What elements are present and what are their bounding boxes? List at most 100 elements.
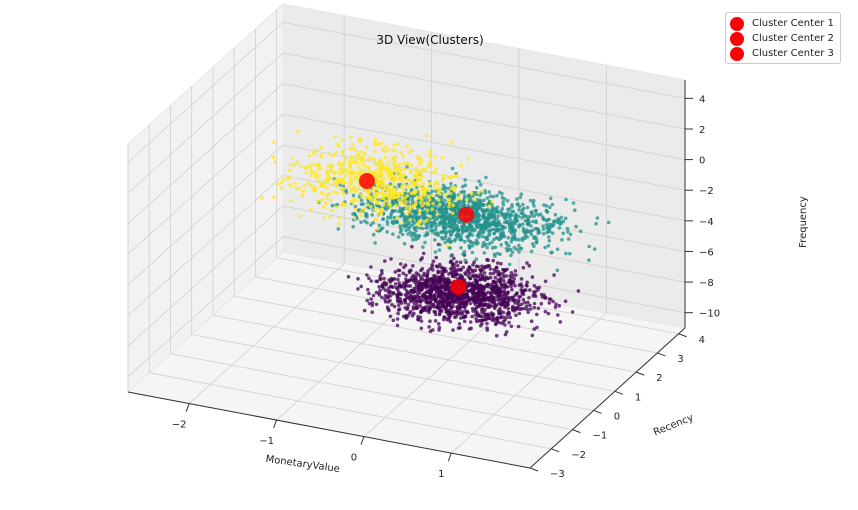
data-point <box>378 172 382 176</box>
data-point <box>462 200 467 204</box>
data-point <box>483 208 487 213</box>
data-point <box>448 224 452 229</box>
data-point <box>315 163 320 168</box>
data-point <box>435 212 439 217</box>
data-point <box>359 214 364 218</box>
data-point <box>430 193 435 197</box>
data-point <box>396 311 400 316</box>
data-point <box>528 307 533 311</box>
data-point <box>565 226 570 231</box>
data-point <box>488 295 493 299</box>
data-point <box>391 156 395 160</box>
z-grid-back <box>282 83 686 160</box>
data-point <box>516 300 521 304</box>
data-point <box>440 207 444 211</box>
data-point <box>456 326 461 330</box>
data-point <box>526 310 530 315</box>
data-point <box>471 263 475 267</box>
data-point <box>407 311 412 315</box>
data-point <box>495 261 500 265</box>
data-point <box>521 229 526 233</box>
data-point <box>501 294 506 298</box>
data-point <box>525 307 529 312</box>
data-point <box>433 238 437 242</box>
data-point <box>439 309 444 313</box>
data-point <box>440 155 444 160</box>
data-point <box>442 173 446 178</box>
data-point <box>420 266 425 271</box>
data-point <box>348 180 353 185</box>
data-point <box>369 156 374 160</box>
data-point <box>480 296 485 301</box>
data-point <box>351 201 355 205</box>
data-point <box>554 219 558 224</box>
data-point <box>378 274 383 278</box>
data-point <box>376 141 381 146</box>
data-point <box>373 143 378 148</box>
data-point <box>509 253 513 258</box>
data-point <box>427 194 432 199</box>
y-tick <box>551 448 560 453</box>
data-point <box>442 212 446 217</box>
data-point <box>428 182 433 186</box>
data-point <box>383 167 388 171</box>
data-point <box>352 185 356 190</box>
data-point <box>501 279 506 283</box>
data-point <box>482 284 487 289</box>
x-tick-label: 0 <box>351 453 357 464</box>
data-point <box>403 263 408 268</box>
data-point <box>478 318 483 323</box>
data-point <box>355 153 360 157</box>
data-point <box>489 286 494 291</box>
data-point <box>426 308 431 313</box>
data-point <box>471 309 475 313</box>
data-point <box>434 255 439 260</box>
data-point <box>524 288 528 292</box>
data-point <box>514 273 518 277</box>
data-point <box>474 257 479 262</box>
data-point <box>359 193 363 197</box>
data-point <box>421 175 425 179</box>
data-point <box>478 198 482 203</box>
data-point <box>485 196 490 200</box>
data-point <box>551 299 555 304</box>
data-point <box>379 211 384 216</box>
data-point <box>400 220 405 225</box>
data-point <box>377 293 382 297</box>
data-point <box>394 154 398 159</box>
y-tick <box>657 352 666 357</box>
data-point <box>474 306 479 310</box>
data-point <box>372 158 377 162</box>
data-point <box>510 250 515 255</box>
data-point <box>429 170 434 174</box>
data-point <box>480 314 484 319</box>
data-point <box>361 151 366 155</box>
data-point <box>429 224 433 228</box>
data-point <box>432 277 437 281</box>
data-point <box>468 301 473 306</box>
data-point <box>412 301 417 306</box>
data-point <box>388 216 393 220</box>
data-point <box>374 290 379 295</box>
data-point <box>432 221 437 225</box>
data-point <box>396 235 401 239</box>
data-point <box>452 298 456 303</box>
y-tick <box>614 390 624 395</box>
y-axis-line <box>529 327 686 469</box>
data-point <box>477 213 482 218</box>
data-point <box>443 280 447 285</box>
data-point <box>397 273 401 278</box>
data-point <box>470 233 475 237</box>
data-point <box>533 294 538 299</box>
data-point <box>367 291 371 296</box>
data-point <box>487 264 492 268</box>
data-point <box>587 258 591 263</box>
data-point <box>493 275 498 280</box>
data-point <box>450 166 455 171</box>
data-point <box>414 175 419 180</box>
data-point <box>476 241 480 245</box>
data-point <box>410 183 414 188</box>
data-point <box>410 188 414 192</box>
data-point <box>450 211 455 215</box>
data-point <box>423 167 428 172</box>
